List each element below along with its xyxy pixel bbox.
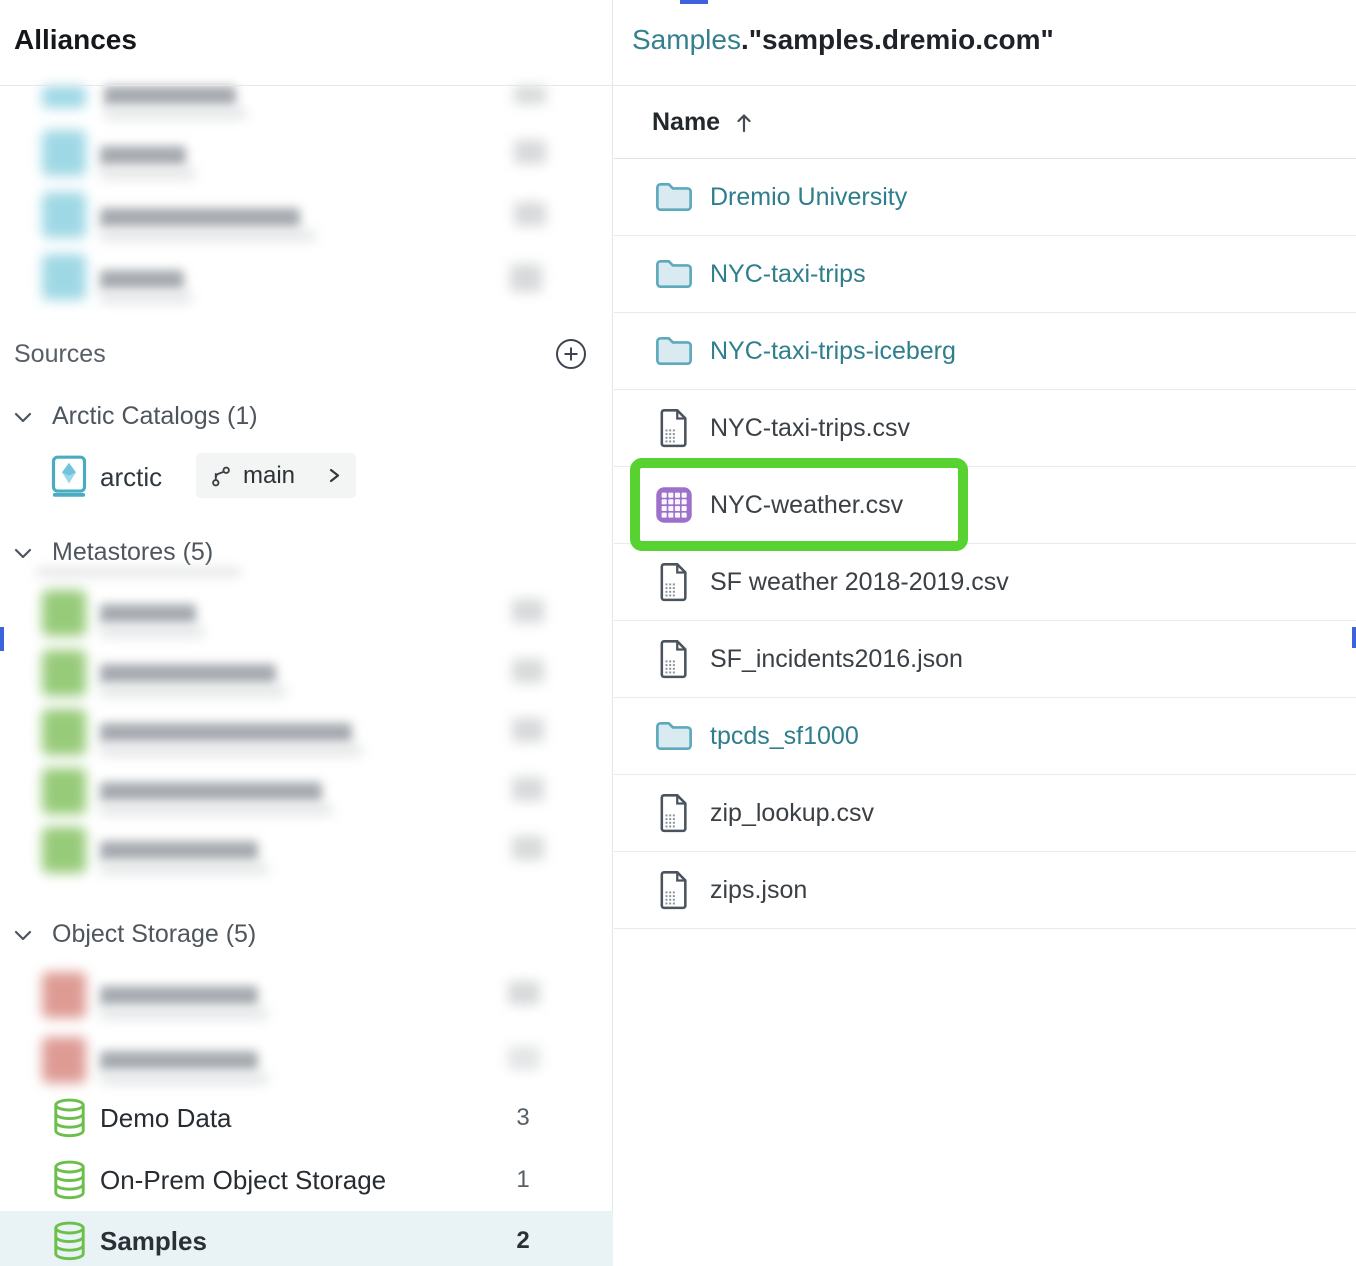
dataset-link[interactable]: NYC-taxi-trips-iceberg	[710, 336, 956, 365]
dataset-link[interactable]: SF_incidents2016.json	[710, 644, 963, 673]
redacted-count	[510, 264, 542, 292]
table-row[interactable]: SF_incidents2016.json	[614, 621, 1356, 698]
folder-icon	[655, 716, 693, 756]
table-row[interactable]: zip_lookup.csv	[614, 775, 1356, 852]
file-icon	[655, 408, 693, 448]
chevron-down-icon[interactable]	[12, 924, 34, 953]
dataset-link[interactable]: SF weather 2018-2019.csv	[710, 567, 1009, 596]
redacted-count	[514, 140, 546, 164]
breadcrumb: Samples."samples.dremio.com"	[632, 24, 1054, 56]
metastore-icon	[42, 590, 86, 636]
arctic-label[interactable]: arctic	[100, 462, 163, 492]
database-icon	[52, 1098, 87, 1143]
breadcrumb-path: ."samples.dremio.com"	[740, 24, 1054, 55]
table-row[interactable]: NYC-taxi-trips-iceberg	[614, 313, 1356, 390]
dataset-link[interactable]: zips.json	[710, 875, 808, 904]
folder-icon	[655, 254, 693, 294]
section-label[interactable]: Arctic Catalogs (1)	[52, 402, 258, 430]
branch-name: main	[243, 461, 296, 489]
table-row[interactable]: zips.json	[614, 852, 1356, 929]
sources-heading: Sources	[14, 340, 106, 368]
table-row[interactable]: Dremio University	[614, 159, 1356, 236]
dataset-list: Dremio University NYC-taxi-trips NYC-tax…	[614, 158, 1356, 929]
folder-icon	[655, 331, 693, 371]
file-icon	[655, 870, 693, 910]
metastore-icon	[42, 827, 86, 873]
branch-selector[interactable]: main	[196, 453, 356, 498]
catalog-icon	[42, 130, 86, 176]
dataset-count: 2	[516, 1227, 530, 1254]
git-branch-icon	[212, 466, 230, 486]
section-label[interactable]: Metastores (5)	[52, 538, 214, 566]
top-blue-marker	[680, 0, 708, 4]
page-title: Alliances	[14, 24, 137, 55]
dataset-link[interactable]: tpcds_sf1000	[710, 721, 859, 750]
dataset-count: 1	[516, 1166, 530, 1193]
right-edge-marker	[1352, 627, 1356, 648]
catalog-icon	[42, 86, 86, 108]
dataset-link[interactable]: NYC-taxi-trips	[710, 259, 866, 288]
dataset-link[interactable]: NYC-taxi-trips.csv	[710, 413, 911, 442]
plus-circle-icon	[556, 339, 586, 369]
source-label[interactable]: On-Prem Object Storage	[100, 1165, 387, 1195]
dataset-link[interactable]: NYC-weather.csv	[710, 490, 904, 519]
dataset-link[interactable]: zip_lookup.csv	[710, 798, 874, 827]
table-row-highlighted[interactable]: NYC-weather.csv	[614, 467, 1356, 544]
arctic-catalog-icon	[50, 454, 88, 503]
metastore-icon	[42, 650, 86, 696]
redacted-count	[514, 86, 546, 104]
table-dataset-icon	[655, 485, 693, 525]
redacted-count	[514, 202, 546, 226]
metastore-icon	[42, 709, 86, 755]
sidebar: Alliances Sources	[0, 0, 613, 1266]
table-row[interactable]: SF weather 2018-2019.csv	[614, 544, 1356, 621]
sort-ascending-icon	[737, 113, 751, 132]
storage-icon	[42, 1037, 86, 1083]
header-divider	[0, 85, 1356, 86]
chevron-down-icon[interactable]	[12, 406, 34, 435]
catalog-panel: Samples."samples.dremio.com" Name Dremio…	[614, 0, 1356, 1266]
left-edge-marker	[0, 627, 4, 651]
source-label[interactable]: Samples	[100, 1226, 207, 1256]
table-row[interactable]: tpcds_sf1000	[614, 698, 1356, 775]
chevron-right-icon	[329, 468, 340, 483]
redacted-label	[100, 146, 186, 166]
file-icon	[655, 562, 693, 602]
redacted-label	[100, 270, 184, 290]
add-source-button[interactable]	[555, 338, 587, 370]
catalog-icon	[42, 254, 86, 300]
file-icon	[655, 793, 693, 833]
table-row[interactable]: NYC-taxi-trips	[614, 236, 1356, 313]
dataset-count: 3	[516, 1104, 530, 1131]
table-row[interactable]: NYC-taxi-trips.csv	[614, 390, 1356, 467]
folder-icon	[655, 177, 693, 217]
catalog-icon	[42, 192, 86, 238]
breadcrumb-source[interactable]: Samples	[632, 24, 741, 55]
database-icon	[52, 1221, 87, 1266]
column-header-name[interactable]: Name	[652, 108, 754, 137]
chevron-down-icon[interactable]	[12, 542, 34, 571]
database-icon	[52, 1160, 87, 1205]
dataset-link[interactable]: Dremio University	[710, 182, 908, 211]
file-icon	[655, 639, 693, 679]
source-label[interactable]: Demo Data	[100, 1103, 232, 1133]
section-label[interactable]: Object Storage (5)	[52, 920, 257, 948]
redacted-label	[104, 86, 236, 106]
metastore-icon	[42, 768, 86, 814]
selected-row-highlight	[0, 1211, 613, 1266]
redacted-label	[100, 208, 300, 228]
storage-icon	[42, 972, 86, 1018]
